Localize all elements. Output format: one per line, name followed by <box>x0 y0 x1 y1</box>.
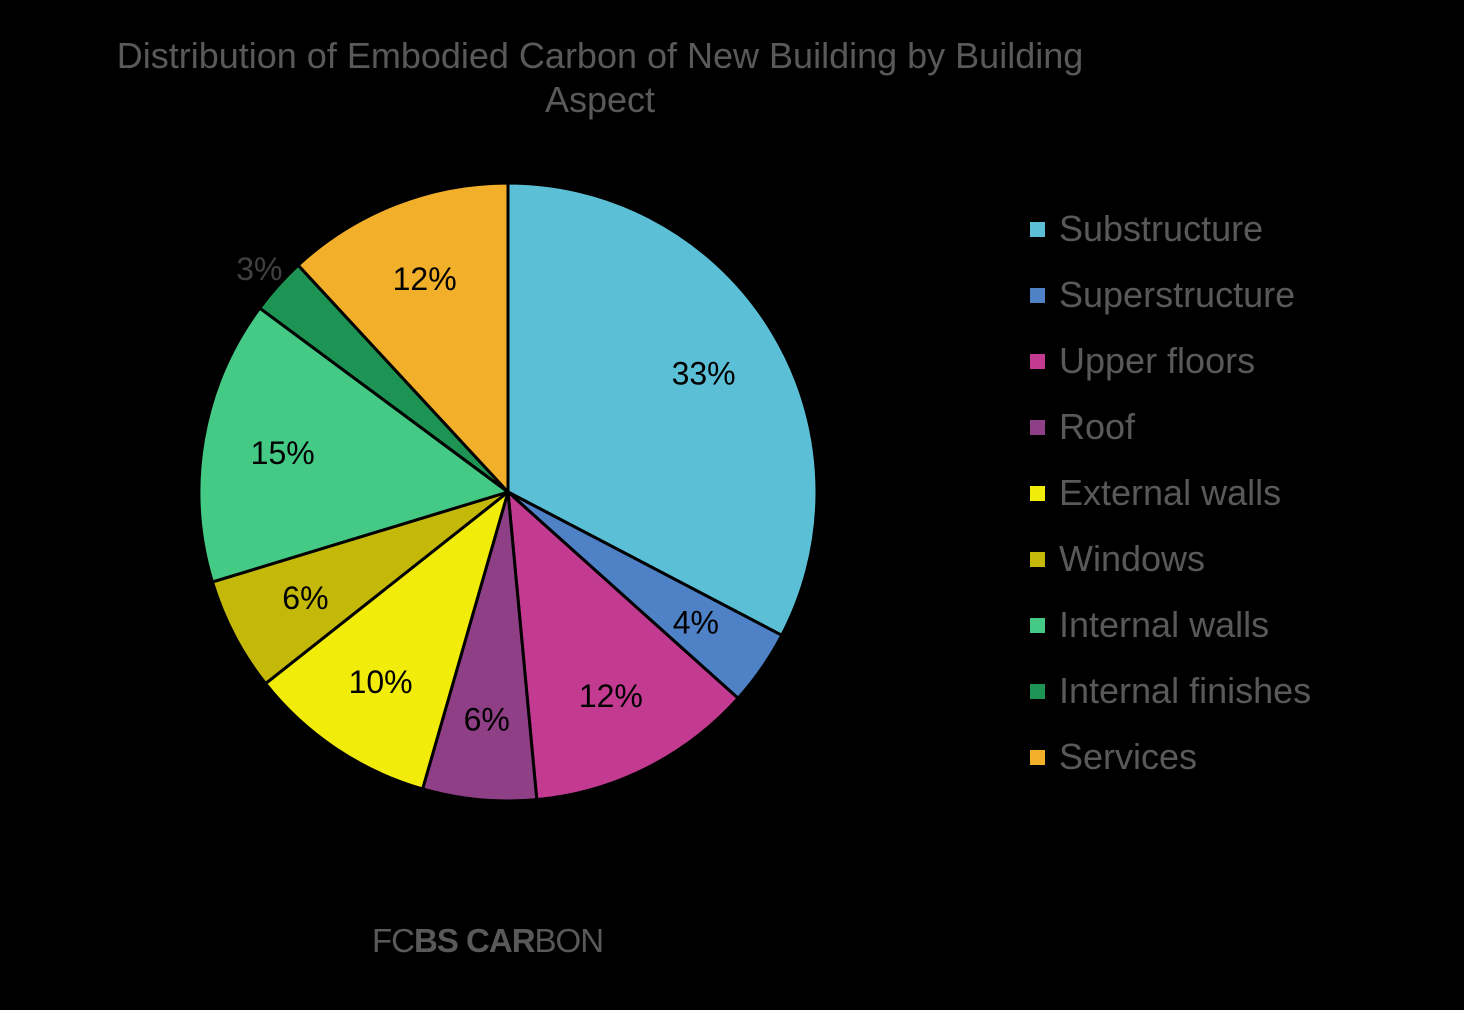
legend-item-windows: Windows <box>1030 526 1311 592</box>
data-label-roof: 6% <box>464 702 510 738</box>
data-label-superstructure: 4% <box>673 604 719 640</box>
data-label-upper-floors: 12% <box>579 678 643 714</box>
pie-slice-upper-floors <box>506 490 740 802</box>
legend-item-substructure: Substructure <box>1030 196 1311 262</box>
legend-swatch <box>1030 617 1045 633</box>
logo-text-3: BS CAR <box>414 922 536 959</box>
data-label-windows: 6% <box>282 580 328 616</box>
legend-item-upper-floors: Upper floors <box>1030 328 1311 394</box>
legend-swatch <box>1030 683 1045 699</box>
pie-slice-external-walls <box>264 490 510 791</box>
data-label-internal-walls: 15% <box>251 435 315 471</box>
data-label-services: 12% <box>393 261 457 297</box>
legend-label: Services <box>1059 736 1198 777</box>
legend-item-services: Services <box>1030 724 1311 790</box>
legend-item-internal-finishes: Internal finishes <box>1030 658 1311 724</box>
legend-label: External walls <box>1059 472 1282 513</box>
legend-label: Internal finishes <box>1059 670 1312 711</box>
legend-label: Upper floors <box>1059 340 1256 381</box>
legend-item-external-walls: External walls <box>1030 460 1311 526</box>
legend: Substructure Superstructure Upper floors Ro… <box>1030 196 1311 790</box>
legend-label: Substructure <box>1059 208 1264 249</box>
pie-chart: 33% 4% 12% 6% 10% 6% 15% 3% 12% <box>197 181 819 803</box>
legend-swatch <box>1030 551 1045 567</box>
legend-swatch <box>1030 287 1045 303</box>
chart-title: Distribution of Embodied Carbon of New B… <box>116 35 1084 120</box>
logo-text-2: C <box>391 922 415 959</box>
legend-label: Internal walls <box>1059 604 1270 645</box>
legend-item-roof: Roof <box>1030 394 1311 460</box>
data-label-external-walls: 10% <box>349 664 413 700</box>
legend-swatch <box>1030 485 1045 501</box>
fcbs-carbon-logo: FCBS CARBON <box>372 922 605 960</box>
logo-text-1: F <box>372 922 392 959</box>
legend-swatch <box>1030 353 1045 369</box>
pie-slice-substructure <box>506 181 819 637</box>
logo-text-4: BON <box>534 922 605 959</box>
legend-item-internal-walls: Internal walls <box>1030 592 1311 658</box>
pie-slice-services <box>296 181 510 494</box>
legend-item-superstructure: Superstructure <box>1030 262 1311 328</box>
legend-swatch <box>1030 221 1045 237</box>
legend-label: Superstructure <box>1059 274 1296 315</box>
legend-swatch <box>1030 419 1045 435</box>
legend-label: Windows <box>1059 538 1206 579</box>
data-label-internal-finishes: 3% <box>236 251 282 287</box>
legend-label: Roof <box>1059 406 1136 447</box>
legend-swatch <box>1030 749 1045 765</box>
data-label-substructure: 33% <box>672 356 736 392</box>
pie-slice-internal-walls <box>197 306 510 584</box>
